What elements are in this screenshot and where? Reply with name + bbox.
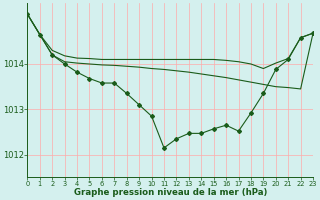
X-axis label: Graphe pression niveau de la mer (hPa): Graphe pression niveau de la mer (hPa) xyxy=(74,188,267,197)
